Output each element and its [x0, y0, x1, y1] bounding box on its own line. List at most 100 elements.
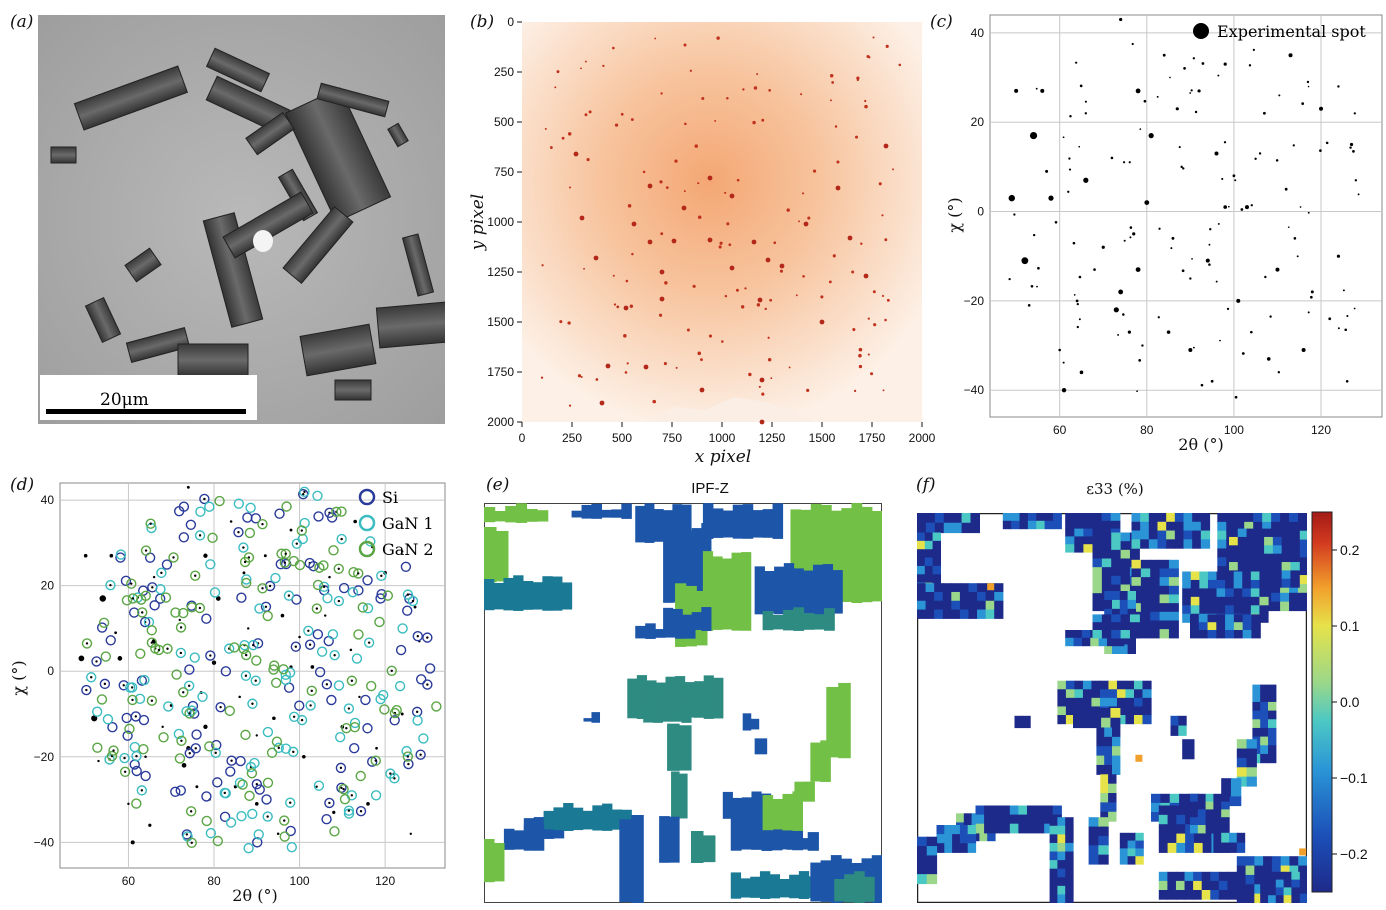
strain-cell [1159, 620, 1170, 630]
experimental-spot [1035, 87, 1038, 90]
strain-cell [1142, 680, 1152, 690]
strain-cell [934, 600, 944, 611]
simulated-spot-gan1 [175, 647, 187, 659]
strain-cell [1159, 611, 1170, 622]
experimental-spot [1069, 115, 1072, 118]
strain-cell [1244, 513, 1254, 523]
simulated-spot-gan2 [244, 527, 256, 539]
strain-cell [1158, 824, 1169, 835]
experimental-spot [198, 606, 202, 610]
experimental-spot [280, 613, 285, 618]
ipf-grain-cell [742, 504, 754, 539]
strain-cell [984, 823, 994, 834]
experimental-spot [413, 605, 417, 609]
experimental-spot [287, 594, 291, 597]
ipf-grain-cell [822, 564, 834, 615]
strain-cell [917, 540, 926, 550]
strain-cell [1049, 834, 1058, 844]
simulated-spot-gan1 [351, 653, 363, 664]
experimental-spot [349, 648, 353, 652]
strain-cell [1260, 701, 1269, 712]
experimental-spot [426, 636, 429, 639]
experimental-spot [1132, 232, 1136, 236]
experimental-spot [1325, 141, 1329, 145]
experimental-spot [185, 833, 189, 836]
strain-cell [1140, 603, 1151, 613]
experimental-spot [182, 691, 185, 694]
strain-cell [1262, 513, 1272, 523]
simulated-spot-gan1 [343, 808, 355, 819]
b-ytick-label: 2000 [487, 415, 514, 429]
simulated-spot-gan1 [402, 589, 414, 600]
simulated-spot-si [375, 593, 386, 604]
simulated-spot-gan2 [178, 607, 189, 619]
ipf-grain-cell [824, 608, 835, 631]
simulated-spot-si [131, 765, 142, 777]
detector-spots [540, 36, 902, 425]
experimental-spot [325, 683, 329, 686]
strain-cell [1170, 725, 1179, 736]
strain-cell [992, 805, 1002, 816]
ipf-grain-cell [762, 611, 774, 631]
strain-cell [1014, 715, 1023, 729]
ipf-grain-cell [653, 509, 664, 542]
strain-cell [1112, 755, 1121, 766]
strain-cell [926, 836, 938, 847]
experimental-spot [292, 750, 295, 754]
simulated-spot-gan1 [243, 842, 254, 854]
strain-cell [1271, 513, 1281, 523]
strain-cell [1227, 871, 1237, 882]
simulated-spot-gan2 [241, 577, 252, 589]
strain-cell [1237, 545, 1248, 555]
strain-cell [1289, 521, 1299, 532]
experimental-spot [272, 716, 276, 721]
e-title: IPF-Z [691, 480, 729, 497]
simulated-spot-gan2 [158, 732, 169, 743]
strain-cell [1111, 575, 1122, 586]
strain-cell [1255, 562, 1265, 571]
simulated-spot-gan1 [247, 808, 258, 820]
experimental-spot [289, 801, 292, 804]
simulated-spot-si [261, 794, 272, 805]
simulated-spot-gan2 [175, 622, 187, 633]
strain-cell [1217, 530, 1227, 541]
strain-cell [1158, 890, 1168, 900]
experimental-spot [358, 695, 361, 699]
diffraction-spot [714, 119, 717, 122]
strain-cell [1091, 717, 1102, 729]
experimental-spot [160, 571, 163, 575]
ipf-grain-cell [663, 523, 674, 603]
experimental-spot [277, 746, 280, 750]
simulated-spot-si [314, 666, 326, 678]
strain-cell [1207, 579, 1218, 589]
experimental-spot [237, 530, 240, 534]
simulated-spot-gan1 [303, 625, 314, 636]
simulated-spot-gan2 [214, 495, 225, 507]
strain-cell [1233, 605, 1243, 615]
diffraction-spot [801, 192, 805, 195]
strain-cell [1140, 513, 1150, 523]
experimental-spot [254, 679, 257, 682]
simulated-spot-gan2 [145, 518, 156, 529]
strain-cell [1170, 715, 1179, 727]
simulated-spot-gan2 [160, 592, 172, 603]
strain-cell [1250, 596, 1261, 606]
experimental-spot [1068, 168, 1072, 171]
diffraction-spot [540, 376, 544, 379]
experimental-spot [292, 715, 296, 718]
experimental-spot [1030, 284, 1034, 288]
strain-cell [1229, 553, 1239, 563]
strain-cell [1104, 591, 1113, 601]
strain-cell [1176, 833, 1186, 844]
strain-cell [1116, 706, 1127, 716]
experimental-spot [1157, 316, 1160, 319]
strain-cell [1236, 739, 1248, 750]
strain-cell [985, 591, 995, 602]
simulated-spot-gan1 [210, 747, 221, 759]
strain-cell [959, 600, 970, 611]
experimental-spot [195, 785, 199, 789]
experimental-spot [161, 725, 164, 729]
d-legend-gan2-marker [358, 540, 376, 558]
strain-cell [1298, 583, 1307, 594]
diffraction-spot [584, 113, 588, 117]
